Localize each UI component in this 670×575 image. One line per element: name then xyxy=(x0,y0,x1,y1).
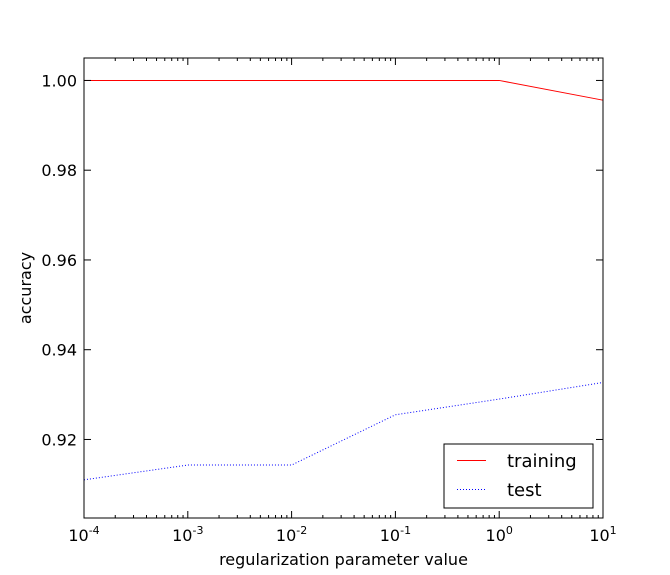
legend-box xyxy=(443,443,594,509)
series-line-training xyxy=(84,79,604,101)
series-line-test xyxy=(83,381,604,481)
x-tick-label: 101 xyxy=(589,524,616,545)
x-tick-label: 10-1 xyxy=(380,524,411,545)
y-axis-label: accuracy xyxy=(16,252,35,324)
x-axis-label: regularization parameter value xyxy=(219,550,468,569)
x-tick-label: 10-3 xyxy=(172,524,203,545)
y-tick-label: 0.96 xyxy=(41,251,77,270)
legend-label-test: test xyxy=(507,480,542,501)
legend: training test xyxy=(443,443,594,509)
x-tick-label: 100 xyxy=(486,524,513,545)
plot-area xyxy=(84,58,603,518)
y-tick-label: 0.92 xyxy=(41,430,77,449)
y-tick-label: 1.00 xyxy=(41,71,77,90)
x-tick-label: 10-2 xyxy=(276,524,307,545)
plot-frame xyxy=(83,57,604,519)
x-tick-label: 10-4 xyxy=(68,524,99,545)
y-tick-label: 0.94 xyxy=(41,341,77,360)
legend-label-training: training xyxy=(507,451,577,472)
y-tick-label: 0.98 xyxy=(41,161,77,180)
